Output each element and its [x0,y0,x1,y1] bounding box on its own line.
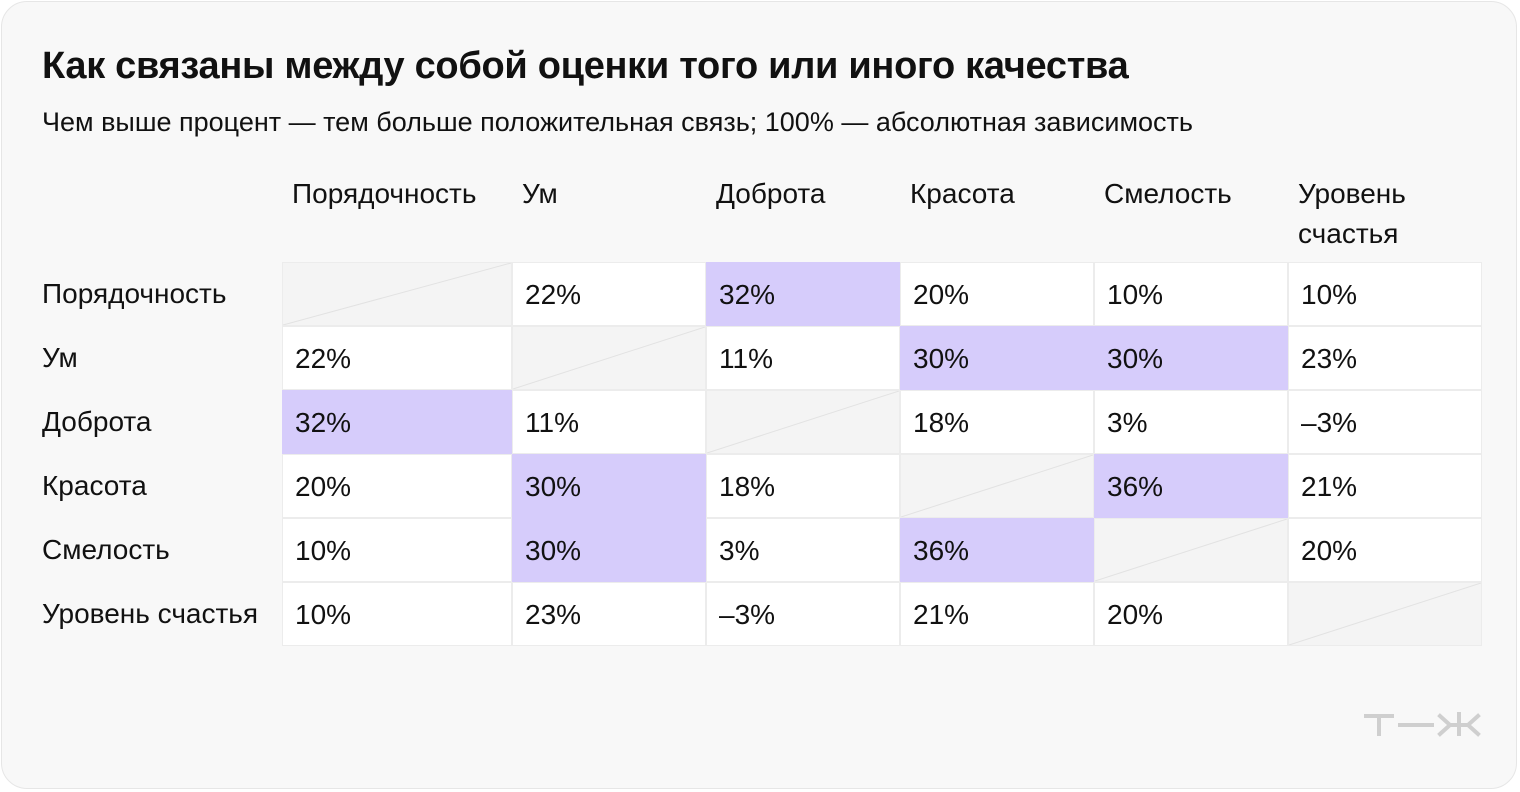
correlation-cell: 10% [1288,262,1482,326]
column-header: Смелость [1104,178,1232,209]
column-header: Порядочность [292,178,477,209]
correlation-cell: 30% [512,454,706,518]
correlation-cell: 36% [1094,454,1288,518]
correlation-cell: 30% [512,518,706,582]
diagonal-empty-cell [512,326,706,390]
correlation-cell: 20% [1288,518,1482,582]
row-header: Уровень счастья [42,598,259,629]
chart-title: Как связаны между собой оценки того или … [42,45,1129,87]
correlation-cell: 32% [706,262,900,326]
correlation-cell: 20% [282,454,512,518]
diagonal-empty-cell [1288,582,1482,646]
diagonal-empty-cell [706,390,900,454]
correlation-cell: 23% [512,582,706,646]
diagonal-empty-cell [282,262,512,326]
row-header: Ум [42,342,78,373]
correlation-cell: 20% [900,262,1094,326]
correlation-cell: 30% [900,326,1094,390]
row-header: Порядочность [42,278,227,309]
correlation-cell: 22% [512,262,706,326]
row-header: Красота [42,470,147,501]
correlation-cell: 11% [706,326,900,390]
diagonal-empty-cell [1094,518,1288,582]
correlation-cell: 18% [900,390,1094,454]
correlation-cell: 18% [706,454,900,518]
column-header: Ум [522,178,558,209]
correlation-cell: 10% [282,518,512,582]
correlation-cell: 3% [706,518,900,582]
correlation-cell: 30% [1094,326,1288,390]
correlation-cell: 32% [282,390,512,454]
correlation-cell: 20% [1094,582,1288,646]
correlation-cell: 22% [282,326,512,390]
correlation-cell: 10% [282,582,512,646]
column-header: Красота [910,178,1015,209]
chart-subtitle: Чем выше процент — тем больше положитель… [42,107,1193,137]
row-header: Доброта [42,406,152,437]
correlation-cell: 36% [900,518,1094,582]
correlation-cell: 21% [900,582,1094,646]
correlation-cell: 21% [1288,454,1482,518]
correlation-cell: 3% [1094,390,1288,454]
column-header: Уровень счастья [1298,178,1406,249]
row-header: Смелость [42,534,170,565]
correlation-cell: 11% [512,390,706,454]
diagonal-empty-cell [900,454,1094,518]
column-header: Доброта [716,178,826,209]
correlation-cell: –3% [706,582,900,646]
correlation-cell: –3% [1288,390,1482,454]
correlation-cell: 23% [1288,326,1482,390]
tzh-logo-icon [1364,712,1481,737]
correlation-cell: 10% [1094,262,1288,326]
